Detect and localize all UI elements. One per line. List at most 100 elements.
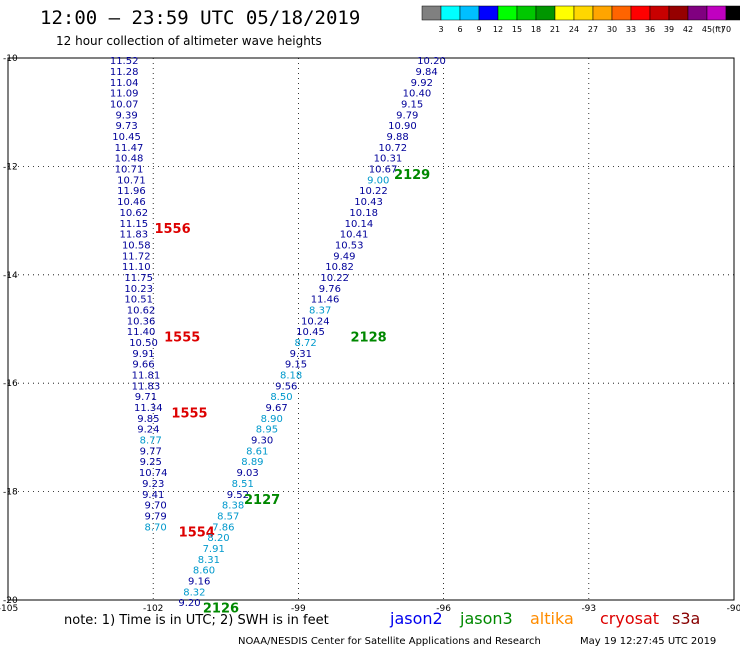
swh-value: 11.04 (110, 78, 139, 89)
colorbar-label: 21 (550, 25, 560, 34)
pass-number-label: 1555 (171, 406, 207, 421)
swh-value: 10.71 (117, 175, 146, 186)
y-tick-label: -20 (3, 596, 18, 606)
swh-value: 11.83 (120, 230, 149, 241)
swh-value: 10.71 (115, 165, 144, 176)
pass-number-label: 2126 (203, 602, 239, 617)
swh-value: 10.45 (112, 132, 141, 143)
swh-value: 11.96 (117, 186, 146, 197)
swh-value: 9.66 (132, 360, 154, 371)
swh-value: 11.72 (122, 251, 151, 262)
colorbar-label: 30 (607, 25, 617, 34)
colorbar-swatch (535, 5, 556, 21)
swh-value: 8.95 (256, 425, 278, 436)
swh-value: 10.51 (124, 295, 153, 306)
pass-number-label: 2129 (394, 168, 430, 183)
swh-value: 10.22 (320, 273, 349, 284)
colorbar-label: 70 (721, 25, 731, 34)
swh-value: 10.22 (359, 186, 388, 197)
swh-value: 9.00 (367, 175, 389, 186)
swh-value: 11.15 (120, 219, 149, 230)
swh-value: 11.40 (127, 327, 156, 338)
footer-credit: NOAA/NESDIS Center for Satellite Applica… (238, 636, 541, 647)
y-tick-label: -16 (3, 379, 18, 389)
swh-value: 10.62 (127, 305, 156, 316)
swh-value: 11.10 (122, 262, 151, 273)
swh-value: 10.24 (301, 316, 330, 327)
swh-value: 8.32 (183, 587, 205, 598)
swh-value: 10.43 (354, 197, 383, 208)
pass-number-label: 1555 (164, 331, 200, 346)
colorbar-swatch (687, 5, 708, 21)
swh-value: 10.20 (417, 56, 446, 67)
swh-value: 8.72 (295, 338, 317, 349)
pass-number-label: 2128 (350, 331, 386, 346)
colorbar-label: 27 (588, 25, 598, 34)
swh-value: 8.37 (309, 305, 331, 316)
swh-value: 8.60 (193, 566, 215, 577)
footer-timestamp: May 19 12:27:45 UTC 2019 (580, 636, 716, 647)
y-tick-label: -14 (3, 271, 18, 281)
swh-value: 10.72 (378, 143, 407, 154)
swh-value: 9.39 (115, 110, 137, 121)
swh-value: 8.89 (241, 457, 263, 468)
units-note: note: 1) Time is in UTC; 2) SWH is in fe… (64, 613, 329, 628)
pass-number-label: 1554 (179, 526, 215, 541)
swh-value: 8.50 (270, 392, 292, 403)
colorbar-label: 15 (512, 25, 522, 34)
swh-value: 9.79 (144, 511, 166, 522)
colorbar-swatch (725, 5, 740, 21)
colorbar-swatch (440, 5, 461, 21)
swh-value: 9.67 (265, 403, 287, 414)
swh-value: 7.91 (203, 544, 225, 555)
colorbar-swatch (706, 5, 727, 21)
swh-value: 9.16 (188, 576, 210, 587)
swh-value: 8.57 (217, 511, 239, 522)
swh-value: 7.86 (212, 522, 234, 533)
swh-value: 8.18 (280, 371, 302, 382)
x-tick-label: -102 (143, 604, 163, 614)
colorbar-swatch (592, 5, 613, 21)
swh-value: 9.71 (135, 392, 157, 403)
y-tick-label: -18 (3, 488, 18, 498)
swh-value: 8.38 (222, 501, 244, 512)
colorbar-swatch (478, 5, 499, 21)
swh-value: 9.70 (144, 501, 166, 512)
swh-value: 10.48 (115, 154, 144, 165)
colorbar-swatch (630, 5, 651, 21)
colorbar-label: 33 (626, 25, 636, 34)
swh-value: 10.74 (139, 468, 168, 479)
swh-value: 8.20 (207, 533, 229, 544)
y-tick-label: -10 (3, 54, 18, 64)
swh-value: 11.34 (134, 403, 163, 414)
swh-value: 8.61 (246, 446, 268, 457)
swh-value: 9.25 (140, 457, 162, 468)
swh-value: 10.58 (122, 240, 151, 251)
legend-s3a: s3a (672, 609, 700, 628)
swh-value: 9.77 (140, 446, 162, 457)
legend-jason2: jason2 (389, 609, 443, 628)
swh-value: 11.52 (110, 56, 139, 67)
colorbar-label: 24 (569, 25, 579, 34)
swh-value: 9.56 (275, 381, 297, 392)
swh-value: 10.67 (369, 165, 398, 176)
colorbar-swatch (649, 5, 670, 21)
swh-value: 9.20 (178, 598, 200, 609)
y-tick-label: -12 (3, 162, 18, 172)
swh-value: 9.23 (142, 479, 164, 490)
colorbar-swatch (516, 5, 537, 21)
swh-value: 11.46 (311, 295, 340, 306)
colorbar-label: 45 (702, 25, 712, 34)
pass-number-label: 1556 (154, 222, 190, 237)
legend-cryosat: cryosat (600, 609, 659, 628)
swh-value: 10.07 (110, 100, 139, 111)
swh-value: 11.47 (115, 143, 144, 154)
swh-value: 10.62 (120, 208, 149, 219)
x-tick-label: -105 (0, 604, 18, 614)
grid-lines (8, 58, 734, 600)
swh-value: 11.81 (132, 371, 161, 382)
swh-value: 11.83 (132, 381, 161, 392)
chart-title: 12:00 – 23:59 UTC 05/18/2019 (40, 7, 360, 29)
colorbar-swatch (421, 5, 442, 21)
swh-value: 9.52 (227, 490, 249, 501)
